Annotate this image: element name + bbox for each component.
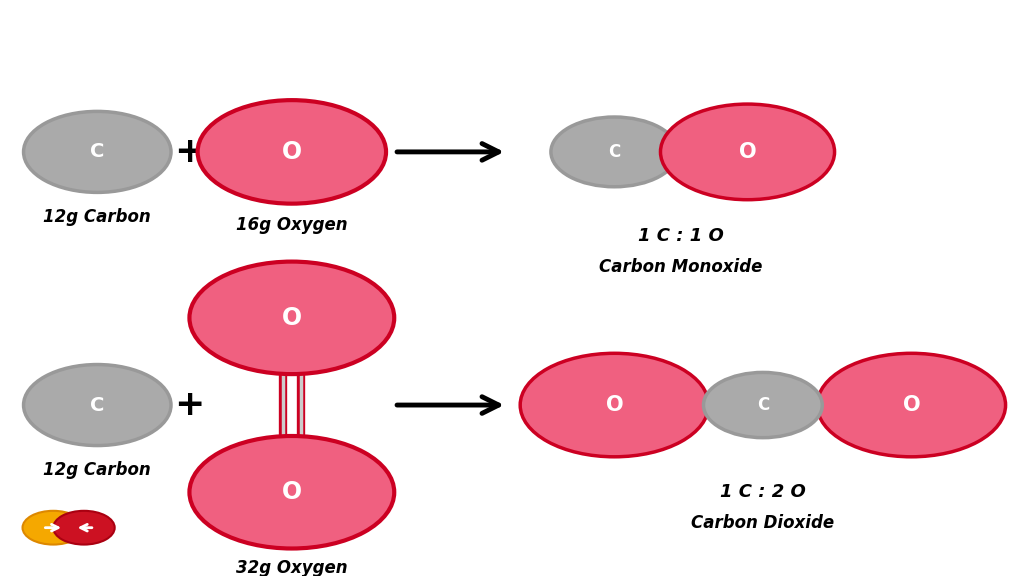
Circle shape	[24, 111, 171, 192]
Text: C: C	[608, 143, 621, 161]
Circle shape	[551, 117, 678, 187]
Text: Carbon Dioxide: Carbon Dioxide	[691, 514, 835, 532]
Text: 1 C : 1 O: 1 C : 1 O	[638, 228, 724, 245]
Text: 32g Oxygen: 32g Oxygen	[236, 559, 348, 576]
Text: 16g Oxygen: 16g Oxygen	[236, 216, 348, 234]
Circle shape	[817, 353, 1006, 457]
Text: O: O	[282, 480, 302, 504]
Text: O: O	[902, 395, 921, 415]
Text: Carbon Monoxide: Carbon Monoxide	[599, 258, 763, 276]
Circle shape	[189, 436, 394, 548]
Text: O: O	[282, 306, 302, 330]
Circle shape	[520, 353, 709, 457]
Circle shape	[703, 373, 822, 438]
Text: 12g Carbon: 12g Carbon	[43, 207, 152, 226]
Circle shape	[189, 262, 394, 374]
Text: +: +	[174, 135, 205, 169]
Circle shape	[660, 104, 835, 200]
Circle shape	[198, 100, 386, 204]
Text: O: O	[738, 142, 757, 162]
Text: C: C	[90, 396, 104, 415]
Circle shape	[23, 511, 84, 544]
Text: C: C	[757, 396, 769, 414]
Text: O: O	[605, 395, 624, 415]
Circle shape	[53, 511, 115, 544]
Text: O: O	[282, 140, 302, 164]
Circle shape	[24, 365, 171, 446]
Text: 12g Carbon: 12g Carbon	[43, 461, 152, 479]
Text: 1 C : 2 O: 1 C : 2 O	[720, 483, 806, 501]
Text: +: +	[174, 388, 205, 422]
Text: C: C	[90, 142, 104, 161]
